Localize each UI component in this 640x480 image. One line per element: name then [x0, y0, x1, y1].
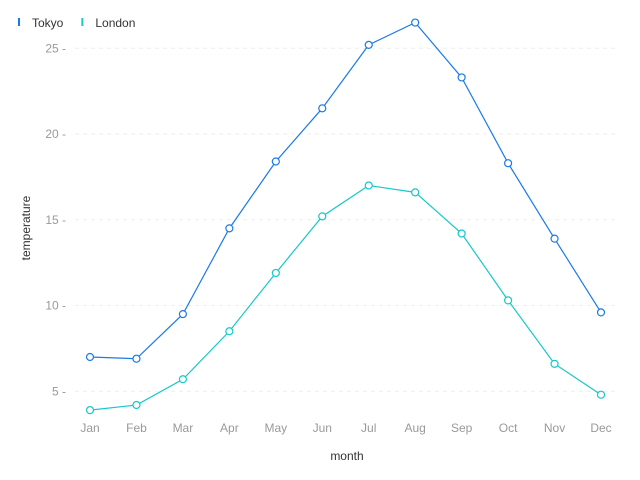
x-tick-label: Jun	[313, 421, 332, 435]
y-axis: 5 - 10 - 15 - 20 - 25 -	[45, 41, 66, 398]
x-tick-label: Jan	[80, 421, 99, 435]
series-tokyo	[85, 18, 606, 363]
y-axis-title: temperature	[19, 195, 33, 260]
data-point[interactable]	[85, 352, 95, 362]
data-point[interactable]	[132, 400, 141, 410]
x-tick-label: Nov	[544, 421, 565, 435]
data-point[interactable]	[457, 73, 466, 82]
series-london	[85, 181, 606, 415]
data-point[interactable]	[457, 229, 466, 238]
data-point[interactable]	[364, 40, 373, 49]
y-tick-label: 20 -	[45, 127, 66, 141]
grid-layer	[75, 47, 615, 392]
legend-label: Tokyo	[32, 16, 64, 30]
data-point[interactable]	[550, 359, 559, 368]
data-point[interactable]	[178, 310, 188, 319]
data-point[interactable]	[411, 18, 420, 27]
x-tick-label: Jul	[361, 421, 376, 435]
data-point[interactable]	[271, 268, 280, 278]
x-tick-label: Feb	[126, 421, 147, 435]
x-tick-label: Mar	[173, 421, 194, 435]
x-tick-label: Apr	[220, 421, 239, 435]
legend-label: London	[95, 16, 135, 30]
data-point[interactable]	[85, 406, 95, 415]
data-point[interactable]	[225, 224, 234, 233]
legend-item-london[interactable]: London	[81, 16, 135, 30]
x-axis-title: month	[330, 449, 363, 463]
data-point[interactable]	[178, 375, 188, 384]
y-tick-label: 10 -	[45, 299, 66, 313]
y-tick-label: 5 -	[52, 384, 66, 398]
data-point[interactable]	[318, 212, 327, 221]
y-tick-label: 25 -	[45, 41, 66, 55]
series-line	[89, 21, 602, 360]
legend-marker	[81, 18, 84, 26]
x-tick-label: Oct	[499, 421, 518, 435]
legend-marker	[18, 18, 20, 26]
series-layer	[85, 18, 606, 415]
series-line	[89, 184, 602, 411]
data-point[interactable]	[596, 308, 606, 317]
data-point[interactable]	[132, 354, 141, 363]
data-point[interactable]	[503, 296, 513, 305]
data-point[interactable]	[225, 327, 234, 336]
data-point[interactable]	[411, 188, 420, 197]
data-point[interactable]	[596, 390, 606, 399]
data-point[interactable]	[318, 104, 327, 113]
x-tick-label: Sep	[451, 421, 473, 435]
x-tick-label: Aug	[405, 421, 426, 435]
data-point[interactable]	[364, 181, 373, 190]
data-point[interactable]	[271, 157, 280, 166]
data-point[interactable]	[503, 159, 513, 168]
x-axis: Jan Feb Mar Apr May Jun Jul Aug Sep Oct Nov Dec	[80, 421, 611, 435]
x-tick-label: Dec	[590, 421, 611, 435]
legend: Tokyo London	[18, 16, 135, 30]
data-point[interactable]	[550, 234, 559, 243]
x-tick-label: May	[264, 421, 287, 435]
legend-item-tokyo[interactable]: Tokyo	[18, 16, 64, 30]
y-tick-label: 15 -	[45, 213, 66, 227]
